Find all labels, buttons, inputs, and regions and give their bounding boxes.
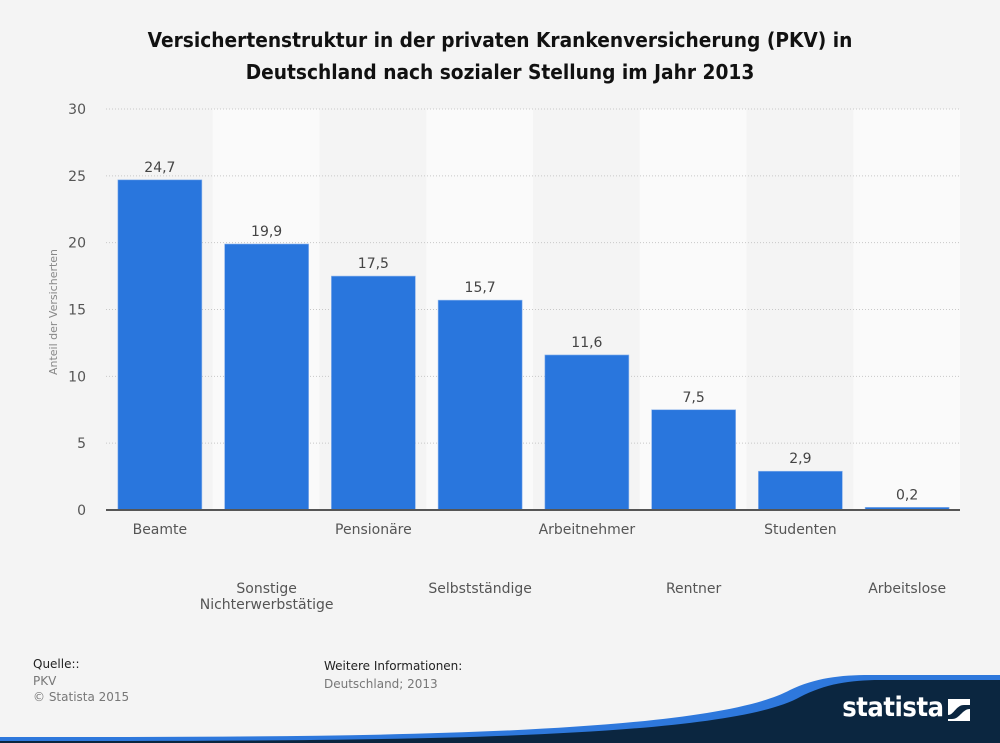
statista-logo-icon[interactable] (948, 699, 970, 721)
x-tick-label: Selbstständige (428, 581, 532, 597)
source-value: PKV (33, 674, 57, 688)
y-tick-label: 10 (68, 369, 86, 385)
bar[interactable] (544, 354, 630, 511)
y-axis-ticks: 0 5 10 15 20 25 30 (68, 102, 86, 519)
value-label: 19,9 (251, 224, 282, 240)
bars (117, 179, 950, 511)
y-tick-label: 25 (68, 169, 86, 185)
y-tick-label: 20 (68, 236, 86, 252)
value-label: 15,7 (465, 280, 496, 296)
bar[interactable] (758, 470, 843, 511)
value-label: 11,6 (571, 335, 602, 351)
y-tick-label: 5 (77, 436, 86, 452)
x-tick-label: Nichterwerbstätige (200, 597, 334, 613)
bar[interactable] (331, 275, 416, 511)
value-label: 7,5 (682, 390, 704, 406)
x-tick-label: Rentner (666, 581, 722, 597)
value-labels: 24,7 19,9 17,5 15,7 11,6 7,5 2,9 0,2 (144, 160, 918, 503)
x-tick-label: Arbeitnehmer (539, 522, 636, 538)
x-tick-label: Beamte (133, 522, 188, 538)
value-label: 0,2 (896, 487, 918, 503)
value-label: 2,9 (789, 451, 811, 467)
x-tick-label: Sonstige (236, 581, 297, 597)
y-axis-label: Anteil der Versicherten (47, 249, 60, 375)
y-tick-label: 30 (68, 102, 86, 118)
bar[interactable] (651, 409, 736, 511)
bar[interactable] (437, 299, 523, 511)
info-label[interactable]: Weitere Informationen: (324, 659, 463, 673)
source-label: Quelle:: (33, 657, 80, 671)
chart-title-line-1: Versichertenstruktur in der privaten Kra… (147, 28, 853, 52)
info-value: Deutschland; 2013 (324, 677, 438, 691)
gridlines (106, 108, 960, 444)
bar[interactable] (117, 179, 203, 511)
bar[interactable] (224, 243, 309, 511)
x-tick-label: Arbeitslose (868, 581, 946, 597)
chart-title: Versichertenstruktur in der privaten Kra… (35, 24, 965, 88)
chart-title-line-2: Deutschland nach sozialer Stellung im Ja… (245, 60, 755, 84)
value-label: 24,7 (144, 160, 175, 176)
copyright: © Statista 2015 (33, 690, 130, 704)
x-tick-label: Studenten (764, 522, 837, 538)
y-tick-label: 0 (77, 503, 86, 519)
statista-logo-text[interactable]: statista (842, 692, 945, 723)
x-tick-label: Pensionäre (335, 522, 412, 538)
value-label: 17,5 (358, 256, 389, 272)
y-tick-label: 15 (68, 303, 86, 319)
